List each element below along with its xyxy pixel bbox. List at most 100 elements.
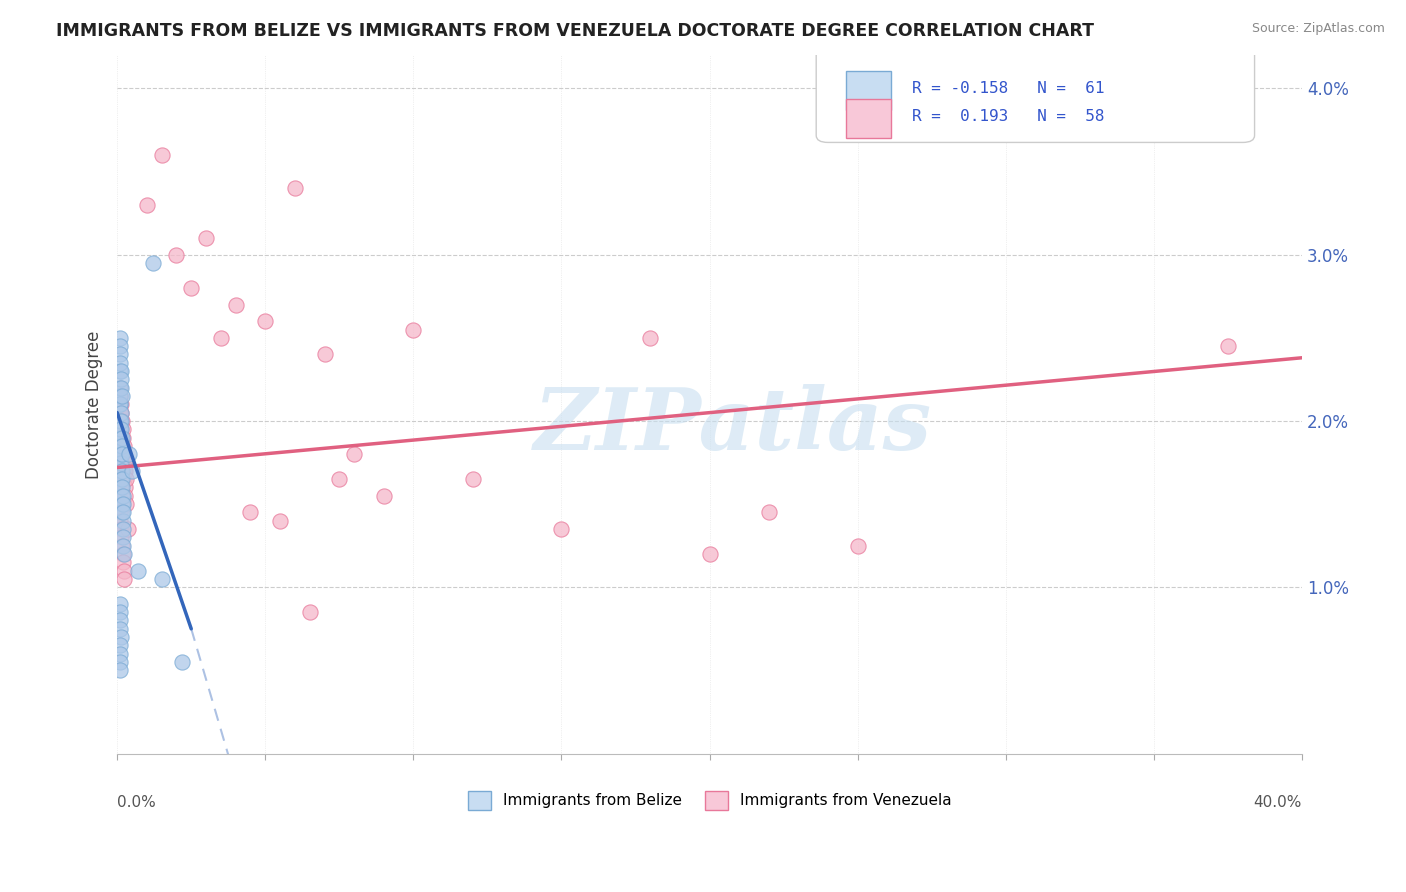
Point [640, 331, 662, 345]
Point [108, 505, 131, 519]
Point [108, 605, 131, 619]
Point [110, 456, 132, 470]
Point [108, 647, 131, 661]
Point [108, 397, 131, 411]
Point [111, 439, 134, 453]
Point [110, 406, 132, 420]
Point [108, 439, 131, 453]
Point [110, 431, 132, 445]
Point [114, 480, 136, 494]
Point [108, 447, 131, 461]
Point [402, 322, 425, 336]
Point [108, 597, 131, 611]
FancyBboxPatch shape [846, 99, 891, 137]
Point [112, 472, 135, 486]
FancyBboxPatch shape [817, 48, 1254, 143]
Point [110, 356, 132, 370]
Point [111, 497, 134, 511]
Point [121, 464, 143, 478]
Point [108, 614, 131, 628]
Point [110, 622, 132, 636]
Point [111, 447, 134, 461]
Point [108, 389, 131, 403]
Legend: Immigrants from Belize, Immigrants from Venezuela: Immigrants from Belize, Immigrants from … [461, 785, 957, 815]
Point [343, 447, 366, 461]
Point [112, 539, 135, 553]
Point [209, 331, 232, 345]
FancyBboxPatch shape [846, 71, 891, 110]
Point [373, 489, 395, 503]
Point [758, 505, 780, 519]
Point [111, 389, 134, 403]
Point [111, 539, 134, 553]
Point [110, 447, 132, 461]
Y-axis label: Doctorate Degree: Doctorate Degree [86, 330, 103, 478]
Point [110, 364, 132, 378]
Text: R =  0.193   N =  58: R = 0.193 N = 58 [912, 109, 1105, 124]
Point [284, 181, 307, 195]
Point [112, 572, 135, 586]
Point [269, 514, 291, 528]
Point [112, 431, 135, 445]
Point [127, 564, 149, 578]
Point [142, 256, 165, 270]
Point [846, 539, 869, 553]
Point [111, 472, 134, 486]
Point [110, 456, 132, 470]
Point [111, 505, 134, 519]
Point [112, 555, 135, 569]
Point [108, 414, 131, 428]
Point [108, 389, 131, 403]
Text: Source: ZipAtlas.com: Source: ZipAtlas.com [1251, 22, 1385, 36]
Text: R = -0.158   N =  61: R = -0.158 N = 61 [912, 81, 1105, 96]
Point [195, 231, 218, 245]
Point [112, 564, 135, 578]
Point [110, 439, 132, 453]
Point [461, 472, 484, 486]
Point [110, 630, 132, 644]
Point [111, 464, 134, 478]
Point [114, 456, 136, 470]
Point [110, 464, 132, 478]
Point [111, 480, 134, 494]
Point [110, 431, 132, 445]
Point [110, 664, 132, 678]
Point [111, 497, 134, 511]
Point [111, 414, 134, 428]
Point [112, 464, 135, 478]
Point [110, 422, 132, 436]
Point [328, 472, 350, 486]
Point [108, 414, 131, 428]
Point [111, 422, 134, 436]
Point [110, 522, 132, 536]
Point [108, 406, 131, 420]
Point [112, 439, 135, 453]
Text: ZIPatlas: ZIPatlas [534, 384, 932, 467]
Point [254, 314, 277, 328]
Point [172, 655, 194, 669]
Point [110, 472, 132, 486]
Point [180, 281, 202, 295]
Point [111, 431, 134, 445]
Point [239, 505, 262, 519]
Point [699, 547, 721, 561]
Point [108, 381, 131, 395]
Point [110, 480, 132, 494]
Point [108, 364, 131, 378]
Point [114, 464, 136, 478]
Point [108, 339, 131, 353]
Point [112, 456, 135, 470]
Point [108, 381, 131, 395]
Point [110, 422, 132, 436]
Point [112, 447, 135, 461]
Point [115, 472, 138, 486]
Point [135, 198, 157, 212]
Text: 0.0%: 0.0% [117, 796, 156, 811]
Text: 40.0%: 40.0% [1254, 796, 1302, 811]
Point [112, 530, 135, 544]
Point [108, 331, 131, 345]
Point [111, 547, 134, 561]
Point [118, 447, 141, 461]
Point [115, 497, 138, 511]
Point [108, 422, 131, 436]
